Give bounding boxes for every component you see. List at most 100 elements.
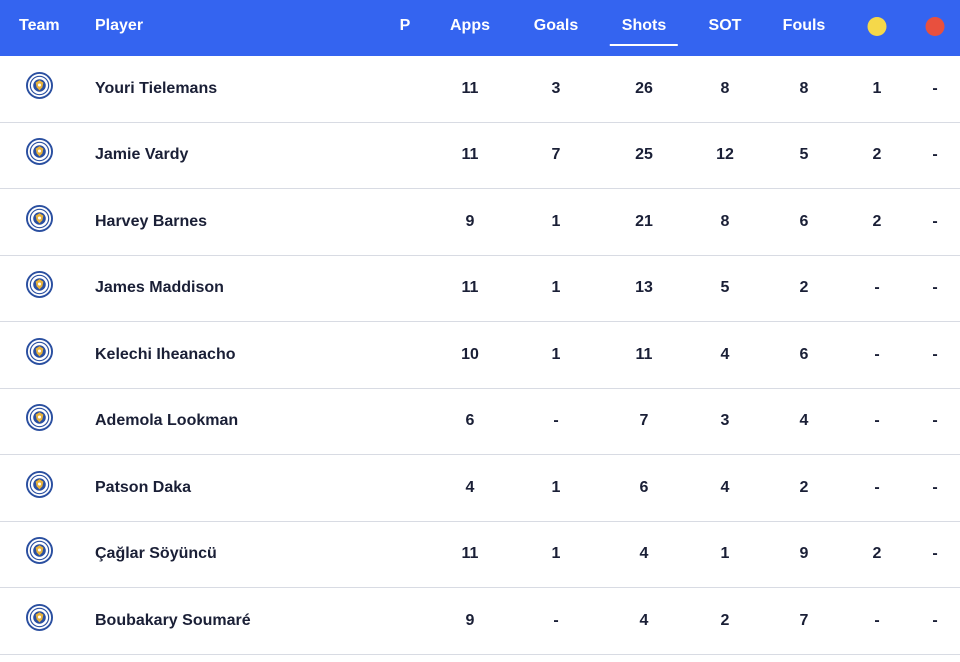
shots-value: 7 xyxy=(639,412,649,430)
sot-value: 1 xyxy=(720,545,730,563)
sot-value: 5 xyxy=(720,279,730,297)
red-cards-value: - xyxy=(932,146,938,164)
table-row[interactable]: Patson Daka 4 1 6 4 2 - - xyxy=(0,455,960,522)
table-row[interactable]: James Maddison 11 1 13 5 2 - - xyxy=(0,256,960,322)
fouls-value: 7 xyxy=(799,611,809,629)
table-row[interactable]: Kelechi Iheanacho 10 1 11 4 6 - - xyxy=(0,322,960,389)
sot-value: 8 xyxy=(720,79,730,97)
yellow-cards-value: - xyxy=(874,345,880,363)
column-header-sot[interactable]: SOT xyxy=(708,17,742,34)
goals-value: 3 xyxy=(551,79,561,97)
red-cards-value: - xyxy=(932,478,938,496)
apps-value: 11 xyxy=(461,146,479,164)
fouls-value: 2 xyxy=(799,478,809,496)
column-header-fouls[interactable]: Fouls xyxy=(782,17,826,34)
column-header-apps[interactable]: Apps xyxy=(450,17,490,34)
club-crest-icon xyxy=(26,603,53,631)
player-name[interactable]: James Maddison xyxy=(95,279,224,297)
yellow-card-icon[interactable] xyxy=(867,17,887,36)
red-cards-value: - xyxy=(932,611,938,629)
player-name[interactable]: Jamie Vardy xyxy=(95,146,189,164)
apps-value: 11 xyxy=(461,279,479,297)
goals-value: 1 xyxy=(551,545,561,563)
red-cards-value: - xyxy=(932,545,938,563)
red-cards-value: - xyxy=(932,79,938,97)
sot-value: 8 xyxy=(720,212,730,230)
column-header-player[interactable]: Player xyxy=(95,17,144,34)
apps-value: 11 xyxy=(461,79,479,97)
player-name[interactable]: Boubakary Soumaré xyxy=(95,611,251,629)
red-cards-value: - xyxy=(932,412,938,430)
red-card-icon[interactable] xyxy=(925,17,945,36)
fouls-value: 6 xyxy=(799,345,809,363)
yellow-cards-value: - xyxy=(874,478,880,496)
club-crest-icon xyxy=(26,404,53,432)
fouls-value: 8 xyxy=(799,79,809,97)
apps-value: 9 xyxy=(465,212,475,230)
shots-value: 21 xyxy=(635,212,653,230)
sot-value: 2 xyxy=(720,611,730,629)
player-name[interactable]: Ademola Lookman xyxy=(95,412,239,430)
yellow-cards-value: - xyxy=(874,611,880,629)
yellow-cards-value: 2 xyxy=(872,212,882,230)
apps-value: 4 xyxy=(465,478,475,496)
goals-value: 1 xyxy=(551,478,561,496)
column-header-position[interactable]: P xyxy=(399,17,411,34)
red-cards-value: - xyxy=(932,212,938,230)
player-name[interactable]: Kelechi Iheanacho xyxy=(95,345,236,363)
shots-value: 13 xyxy=(635,279,653,297)
table-row[interactable]: Boubakary Soumaré 9 - 4 2 7 - - xyxy=(0,588,960,655)
apps-value: 6 xyxy=(465,412,475,430)
goals-value: - xyxy=(553,611,559,629)
shots-value: 4 xyxy=(639,545,649,563)
club-crest-icon xyxy=(26,271,53,299)
yellow-cards-value: 1 xyxy=(872,79,882,97)
sot-value: 4 xyxy=(720,345,730,363)
column-header-goals[interactable]: Goals xyxy=(533,17,579,34)
apps-value: 10 xyxy=(461,345,479,363)
sot-value: 4 xyxy=(720,478,730,496)
player-name[interactable]: Patson Daka xyxy=(95,478,192,496)
fouls-value: 6 xyxy=(799,212,809,230)
goals-value: - xyxy=(553,412,559,430)
player-name[interactable]: Youri Tielemans xyxy=(95,79,218,97)
column-header-team[interactable]: Team xyxy=(19,17,60,34)
apps-value: 11 xyxy=(461,545,479,563)
goals-value: 7 xyxy=(551,146,561,164)
sot-value: 12 xyxy=(716,146,734,164)
club-crest-icon xyxy=(26,337,53,365)
red-cards-value: - xyxy=(932,279,938,297)
fouls-value: 5 xyxy=(799,146,809,164)
club-crest-icon xyxy=(26,138,53,166)
club-crest-icon xyxy=(26,204,53,232)
sot-value: 3 xyxy=(720,412,730,430)
table-row[interactable]: Harvey Barnes 9 1 21 8 6 2 - xyxy=(0,189,960,256)
fouls-value: 4 xyxy=(799,412,809,430)
table-body: Youri Tielemans 11 3 26 8 8 1 - Jamie Va… xyxy=(0,56,960,655)
shots-value: 25 xyxy=(635,146,653,164)
club-crest-icon xyxy=(26,470,53,498)
player-name[interactable]: Harvey Barnes xyxy=(95,212,208,230)
table-header: Team Player P Apps Goals Shots SOT Fouls xyxy=(0,0,960,56)
yellow-cards-value: - xyxy=(874,412,880,430)
column-header-shots[interactable]: Shots xyxy=(609,0,679,56)
yellow-cards-value: 2 xyxy=(872,545,882,563)
table-row[interactable]: Youri Tielemans 11 3 26 8 8 1 - xyxy=(0,56,960,123)
player-name[interactable]: Çağlar Söyüncü xyxy=(95,545,217,563)
shots-value: 26 xyxy=(635,79,653,97)
table-row[interactable]: Ademola Lookman 6 - 7 3 4 - - xyxy=(0,389,960,455)
fouls-value: 9 xyxy=(799,545,809,563)
shots-value: 4 xyxy=(639,611,649,629)
goals-value: 1 xyxy=(551,345,561,363)
apps-value: 9 xyxy=(465,611,475,629)
goals-value: 1 xyxy=(551,212,561,230)
shots-value: 6 xyxy=(639,478,649,496)
shots-value: 11 xyxy=(635,345,653,363)
club-crest-icon xyxy=(26,71,53,99)
red-cards-value: - xyxy=(932,345,938,363)
fouls-value: 2 xyxy=(799,279,809,297)
yellow-cards-value: 2 xyxy=(872,146,882,164)
table-row[interactable]: Jamie Vardy 11 7 25 12 5 2 - xyxy=(0,123,960,189)
table-row[interactable]: Çağlar Söyüncü 11 1 4 1 9 2 - xyxy=(0,522,960,588)
